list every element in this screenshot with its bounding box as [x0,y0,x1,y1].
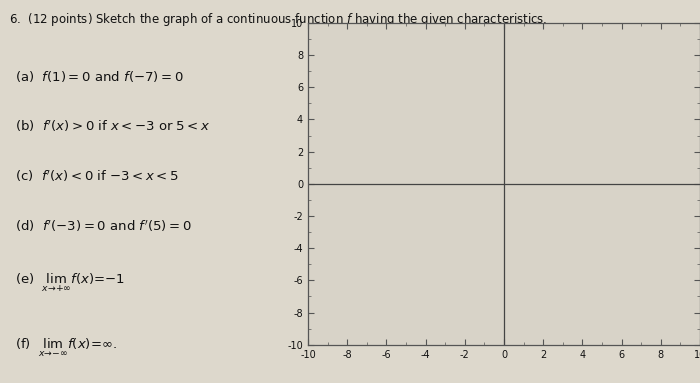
Text: (b)  $f'(x) > 0$ if $x < -3$ or $5 < x$: (b) $f'(x) > 0$ if $x < -3$ or $5 < x$ [15,119,210,134]
Text: (d)  $f'(-3) = 0$ and $f'(5) = 0$: (d) $f'(-3) = 0$ and $f'(5) = 0$ [15,218,191,234]
Text: (c)  $f'(x) < 0$ if $-3 < x < 5$: (c) $f'(x) < 0$ if $-3 < x < 5$ [15,169,178,184]
Text: (f)  $\lim_{x \to -\infty} f(x) = \infty.$: (f) $\lim_{x \to -\infty} f(x) = \infty.… [15,337,117,359]
Text: (e)  $\lim_{x \to +\infty} f(x) = -1$: (e) $\lim_{x \to +\infty} f(x) = -1$ [15,272,125,294]
Text: 6.  (12 points) Sketch the graph of a continuous function $f$ having the given c: 6. (12 points) Sketch the graph of a con… [9,11,547,28]
Text: (a)  $f(1) = 0$ and $f(-7) = 0$: (a) $f(1) = 0$ and $f(-7) = 0$ [15,69,183,84]
